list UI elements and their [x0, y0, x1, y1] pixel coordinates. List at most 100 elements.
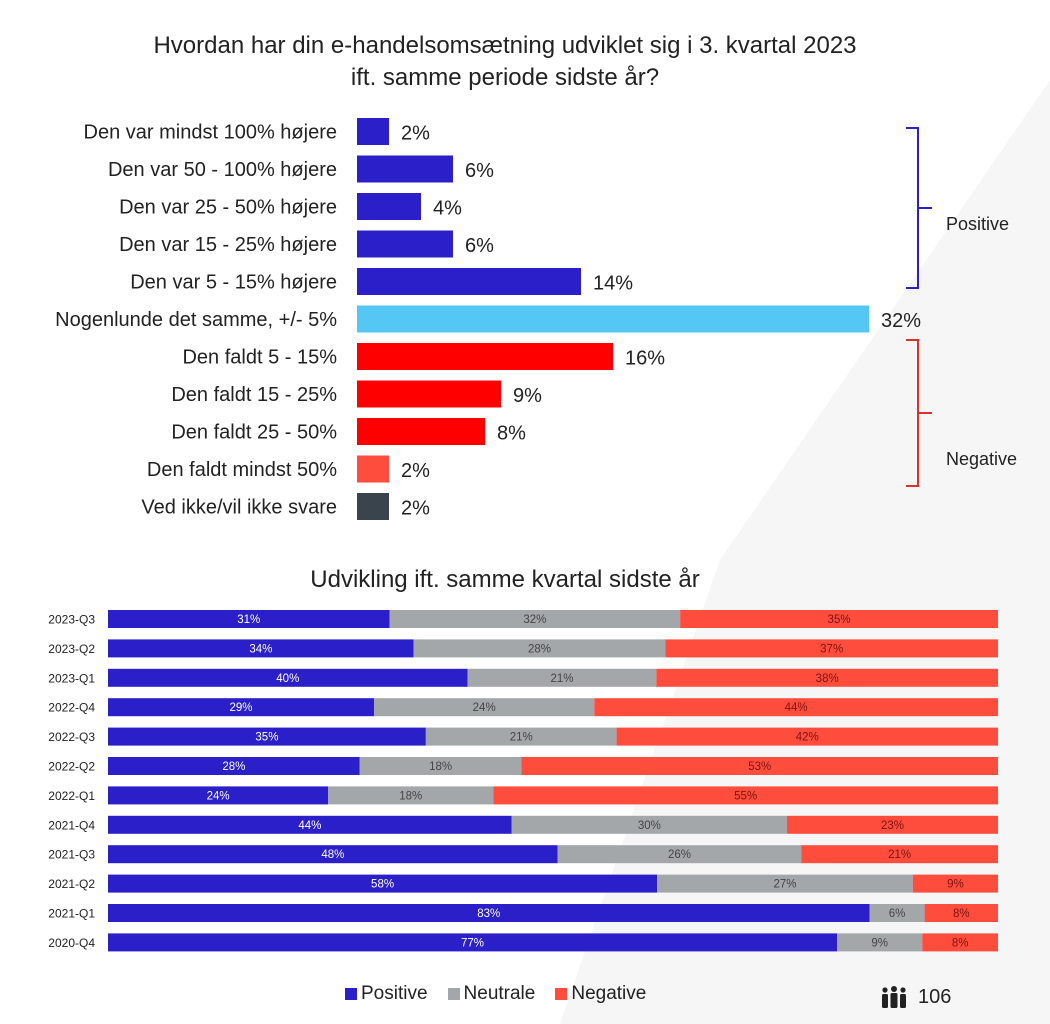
top-chart-title: Hvordan har din e-handelsomsætning udvik… [0, 30, 1010, 94]
quarter-label: 2022-Q4 [48, 701, 95, 715]
bottom-chart-title: Udvikling ift. samme kvartal sidste år [310, 566, 700, 593]
segment-neutral [359, 757, 522, 775]
negative-bracket [906, 339, 932, 487]
quarter-label: 2021-Q3 [48, 848, 95, 862]
segment-label-negative: 23% [881, 820, 904, 832]
segment-positive [108, 904, 870, 922]
category-label: Den faldt mindst 50% [147, 459, 337, 481]
segment-label-positive: 31% [237, 614, 260, 626]
segment-label-positive: 44% [298, 820, 321, 832]
quarter-label: 2022-Q2 [48, 760, 95, 774]
segment-label-positive: 35% [255, 732, 278, 744]
development-stacked-bar-chart: 2023-Q3 31% 32% 35% 2023-Q2 34% 28% 37% 2023-Q1 4… [48, 610, 998, 952]
segment-label-negative: 42% [796, 732, 819, 744]
segment-neutral [374, 698, 595, 717]
top-chart-title-line1: Hvordan har din e-handelsomsætning udvik… [153, 32, 857, 59]
segment-label-negative: 37% [820, 643, 843, 655]
legend-item-neutral: Neutrale [447, 983, 536, 1005]
segment-label-positive: 28% [222, 761, 245, 773]
segment-neutral [869, 904, 925, 922]
segment-neutral [837, 933, 923, 952]
legend-swatch-negative [555, 988, 568, 1000]
legend-label-positive: Positive [361, 983, 428, 1004]
segment-neutral [425, 727, 617, 746]
segment-label-neutral: 32% [523, 614, 546, 626]
segment-label-negative: 55% [734, 790, 757, 802]
segment-negative [616, 727, 998, 746]
segment-negative [493, 786, 998, 805]
bar [357, 118, 389, 145]
category-label: Den faldt 25 - 50% [171, 422, 337, 444]
category-label: Ved ikke/vil ikke svare [141, 497, 337, 519]
top-chart-title-line2: ift. samme periode sidste år? [350, 64, 660, 91]
value-label: 2% [401, 460, 430, 482]
segment-label-positive: 58% [371, 879, 394, 891]
segment-label-neutral: 26% [668, 849, 691, 861]
category-label: Den var 15 - 25% højere [119, 234, 337, 256]
segment-negative [594, 698, 998, 717]
value-label: 9% [513, 385, 542, 407]
segment-label-negative: 38% [816, 673, 839, 685]
segment-negative [924, 904, 998, 922]
bar [357, 418, 485, 445]
legend: Positive Neutrale Negative [345, 983, 646, 1005]
category-label: Den var 25 - 50% højere [119, 197, 337, 219]
segment-neutral [467, 668, 657, 687]
bar [357, 343, 613, 370]
legend-swatch-neutral [447, 988, 460, 1000]
segment-positive [108, 668, 468, 687]
segment-positive [108, 610, 390, 628]
segment-label-neutral: 18% [429, 761, 452, 773]
value-label: 8% [497, 423, 526, 445]
segment-label-neutral: 24% [473, 702, 496, 714]
quarter-label: 2023-Q1 [48, 671, 95, 685]
value-label: 6% [465, 160, 494, 182]
bar [357, 268, 581, 295]
segment-positive [108, 698, 375, 717]
segment-label-neutral: 27% [773, 879, 796, 891]
segment-label-neutral: 6% [889, 908, 906, 920]
value-label: 32% [881, 310, 921, 332]
segment-label-negative: 9% [947, 879, 964, 891]
segment-label-neutral: 21% [550, 673, 573, 685]
quarter-label: 2021-Q2 [48, 877, 95, 891]
category-label: Den var 5 - 15% højere [130, 272, 337, 294]
bar [357, 493, 389, 520]
segment-negative [801, 845, 998, 864]
quarter-label: 2022-Q1 [48, 789, 95, 803]
segment-label-negative: 8% [952, 937, 969, 949]
segment-neutral [657, 874, 913, 893]
segment-neutral [511, 815, 787, 834]
segment-positive [108, 727, 426, 746]
segment-positive [108, 815, 512, 834]
segment-label-positive: 34% [249, 643, 272, 655]
bar [357, 230, 453, 258]
quarter-label: 2021-Q4 [48, 818, 95, 832]
bar [357, 380, 501, 408]
segment-label-positive: 40% [276, 673, 299, 685]
segment-label-negative: 35% [828, 614, 851, 626]
category-label: Den var 50 - 100% højere [108, 159, 337, 181]
segment-negative [665, 639, 998, 658]
segment-label-positive: 29% [230, 702, 253, 714]
bar [357, 155, 453, 183]
segment-label-neutral: 21% [510, 732, 533, 744]
page-number-area: 106 [880, 985, 951, 1009]
legend-label-negative: Negative [571, 983, 647, 1004]
value-label: 2% [401, 123, 430, 145]
segment-negative [521, 757, 998, 775]
legend-item-positive: Positive [345, 983, 428, 1005]
segment-label-positive: 48% [321, 849, 344, 861]
segment-neutral [413, 639, 666, 658]
page-number: 106 [918, 985, 952, 1008]
bar [357, 305, 869, 333]
segment-neutral [389, 610, 681, 628]
category-label: Den faldt 15 - 25% [171, 384, 337, 406]
bar [357, 455, 389, 483]
segment-label-negative: 44% [785, 702, 808, 714]
quarter-label: 2023-Q3 [48, 613, 95, 627]
segment-neutral [557, 845, 802, 864]
category-label: Den faldt 5 - 15% [182, 347, 337, 369]
value-label: 2% [401, 498, 430, 520]
legend-label-neutral: Neutrale [463, 983, 536, 1004]
